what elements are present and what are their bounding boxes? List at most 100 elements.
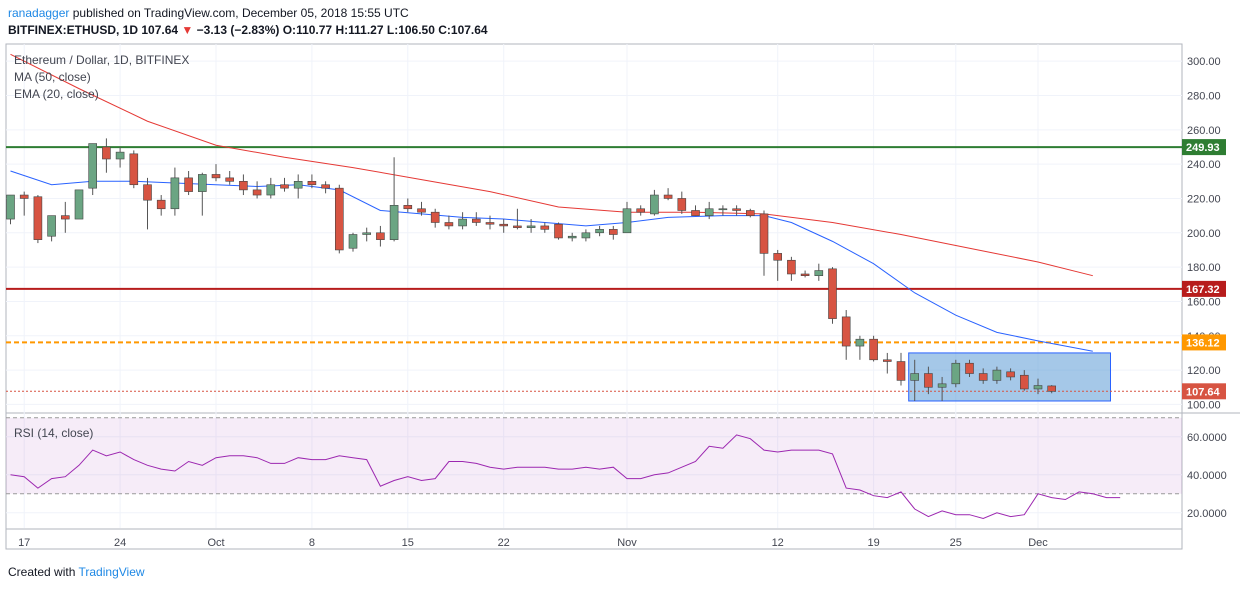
price-chart[interactable]: 300.00 280.00 260.00 240.00 220.00 200.00 180.…	[0, 0, 1240, 560]
last-price-value: 107.64	[141, 23, 179, 37]
candle-body	[608, 229, 618, 235]
rsi-tick-label: 40.0000	[1187, 470, 1227, 482]
tradingview-logo[interactable]: TradingView	[78, 565, 145, 579]
high-value: 111.27	[348, 23, 384, 37]
candle-body	[403, 205, 413, 210]
created-with-text: Created with	[8, 565, 76, 579]
candle-body	[499, 223, 509, 227]
published-text: published on TradingView.com, December 0…	[72, 6, 409, 20]
candle-body	[636, 208, 646, 213]
candle-body	[567, 235, 577, 239]
level-price-tag	[1182, 139, 1226, 156]
price-tick-label: 180.00	[1187, 262, 1221, 274]
time-tick-label: 24	[114, 537, 126, 549]
change-value: −3.13 (−2.83%)	[196, 23, 280, 37]
candle-body	[143, 184, 152, 201]
candle-body	[60, 215, 70, 220]
candle-body	[225, 177, 234, 182]
candle-body	[362, 232, 372, 235]
close-value: 107.64	[450, 23, 488, 37]
candle-body	[978, 373, 988, 381]
level-price-tag	[1182, 280, 1226, 297]
candle-body	[444, 222, 454, 227]
ema-legend: EMA (20, close)	[14, 87, 99, 101]
candle-body	[307, 181, 317, 186]
candle-body	[348, 234, 358, 249]
low-value: 106.50	[398, 23, 435, 37]
candle-body	[19, 194, 29, 199]
price-tick-label: 240.00	[1187, 159, 1221, 171]
price-tick-label: 260.00	[1187, 125, 1221, 137]
high-label: H:	[335, 23, 349, 37]
candle-body	[787, 259, 796, 275]
price-tick-label: 220.00	[1187, 193, 1221, 205]
low-label: L:	[386, 23, 399, 37]
candle-body	[937, 383, 947, 388]
candle-body	[471, 218, 481, 223]
publisher-name[interactable]: ranadagger	[8, 6, 70, 20]
candle-body	[800, 273, 810, 276]
candle-body	[910, 373, 920, 381]
rsi-tick-label: 20.0000	[1187, 508, 1227, 520]
rsi-band	[6, 417, 1182, 494]
candle-body	[965, 362, 974, 374]
candle-body	[759, 213, 769, 254]
candle-body	[102, 146, 111, 160]
rsi-tick-label: 60.0000	[1187, 432, 1227, 444]
time-tick-label: 17	[18, 537, 30, 549]
time-tick-label: Dec	[1028, 537, 1048, 549]
candle-body	[266, 184, 276, 196]
open-value: 110.77	[296, 23, 333, 37]
candle-body	[170, 177, 180, 210]
level-price-text: 249.93	[1186, 142, 1220, 154]
publish-info: ranadagger published on TradingView.com,…	[8, 6, 409, 20]
price-tick-label: 280.00	[1187, 90, 1221, 102]
candle-body	[33, 196, 43, 240]
candle-body	[1019, 374, 1029, 390]
candle-body	[540, 225, 550, 230]
ma-legend: MA (50, close)	[14, 70, 91, 84]
candle-body	[896, 361, 906, 381]
candle-body	[650, 194, 659, 215]
candle-body	[622, 208, 632, 234]
candle-body	[334, 187, 344, 251]
open-label: O:	[282, 23, 297, 37]
down-arrow-icon: ▼	[181, 23, 194, 37]
level-price-text: 136.12	[1186, 337, 1220, 349]
candle-body	[855, 338, 865, 347]
candle-body	[293, 181, 303, 189]
candle-body	[485, 222, 495, 225]
candle-body	[321, 184, 330, 189]
candle-body	[47, 215, 56, 237]
chart-title-legend: Ethereum / Dollar, 1D, BITFINEX	[14, 53, 190, 67]
price-tick-label: 200.00	[1187, 228, 1221, 240]
ma50-line	[10, 53, 1093, 277]
candle-body	[88, 143, 97, 189]
candle-body	[156, 199, 166, 210]
candle-body	[280, 184, 289, 189]
candle-body	[595, 229, 604, 234]
last-price-tag	[1182, 383, 1226, 400]
price-tick-label: 300.00	[1187, 56, 1221, 68]
candle-body	[745, 210, 755, 216]
candle-body	[74, 189, 84, 220]
candle-body	[198, 174, 207, 192]
candle-body	[1047, 385, 1056, 392]
candle-body	[430, 211, 440, 223]
footer-credit: Created with TradingView	[8, 565, 145, 579]
candle-body	[773, 253, 783, 261]
candle-body	[814, 270, 824, 276]
candle-body	[239, 181, 248, 191]
candle-body	[1006, 371, 1015, 378]
close-label: C:	[438, 23, 451, 37]
candle-body	[718, 208, 728, 211]
time-tick-label: 25	[950, 537, 962, 549]
candle-body	[732, 208, 741, 211]
rsi-legend: RSI (14, close)	[14, 426, 94, 440]
candle-body	[677, 198, 687, 211]
candle-body	[691, 210, 700, 216]
candle-body	[1033, 385, 1043, 390]
candle-body	[115, 151, 125, 160]
rsi-line	[10, 434, 1121, 520]
price-tick-label: 120.00	[1187, 365, 1221, 377]
